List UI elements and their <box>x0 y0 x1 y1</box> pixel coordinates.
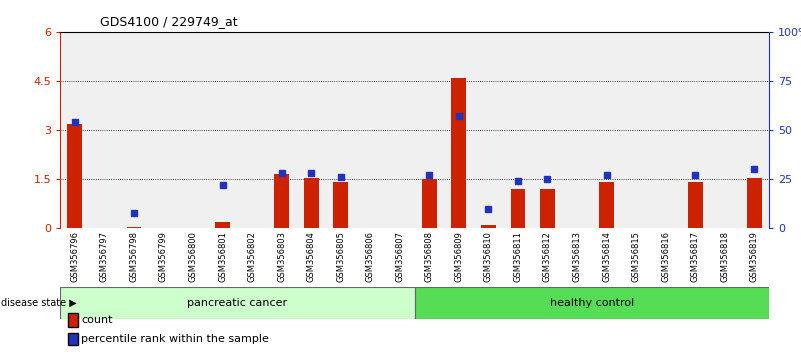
FancyBboxPatch shape <box>415 287 769 319</box>
Bar <box>688 183 702 228</box>
Text: GDS4100 / 229749_at: GDS4100 / 229749_at <box>100 15 238 28</box>
Bar <box>215 222 230 228</box>
Bar <box>422 179 437 228</box>
Text: count: count <box>81 315 112 325</box>
Bar <box>540 189 555 228</box>
Bar <box>304 178 319 228</box>
Bar <box>747 178 762 228</box>
Text: percentile rank within the sample: percentile rank within the sample <box>81 334 269 344</box>
Text: disease state ▶: disease state ▶ <box>1 298 77 308</box>
Text: healthy control: healthy control <box>549 298 634 308</box>
Bar <box>333 183 348 228</box>
Bar <box>510 189 525 228</box>
Bar <box>274 174 289 228</box>
Bar <box>127 227 141 228</box>
Bar <box>599 183 614 228</box>
Bar <box>481 225 496 228</box>
Bar <box>67 124 83 228</box>
FancyBboxPatch shape <box>60 287 415 319</box>
Bar <box>452 78 466 228</box>
Text: pancreatic cancer: pancreatic cancer <box>187 298 288 308</box>
